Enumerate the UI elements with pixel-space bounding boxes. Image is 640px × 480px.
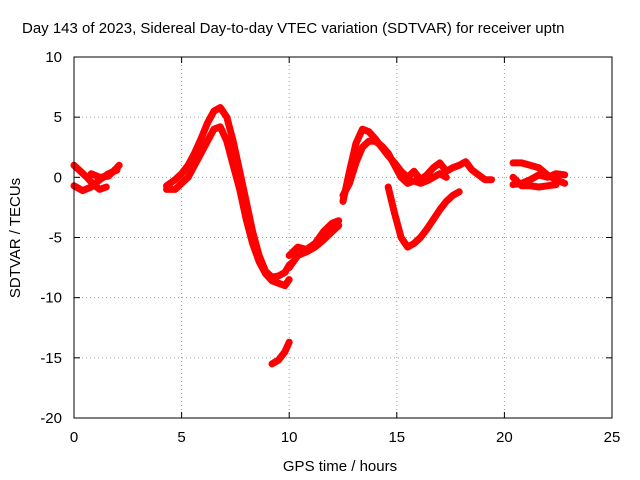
- x-axis-label: GPS time / hours: [283, 458, 397, 475]
- x-tick-label: 15: [388, 429, 405, 446]
- y-tick-label: -15: [40, 350, 62, 367]
- series-pass-3c: [384, 183, 463, 251]
- series-pass-2c: [268, 338, 293, 368]
- x-tick-label: 20: [496, 429, 513, 446]
- y-axis-label: SDTVAR / TECUs: [7, 178, 24, 298]
- series-pass-2b-low: [285, 217, 343, 259]
- series-pass-4-mid: [509, 173, 560, 191]
- series-pass-4: [509, 159, 569, 187]
- y-tick-label: 10: [45, 49, 62, 66]
- series-pass-3b: [339, 137, 450, 199]
- x-tick-label: 0: [70, 429, 78, 446]
- y-tick-label: 5: [54, 109, 62, 126]
- y-tick-label: -20: [40, 410, 62, 427]
- x-tick-label: 25: [604, 429, 621, 446]
- grid: [74, 57, 612, 418]
- y-tick-label: 0: [54, 169, 62, 186]
- chart-title: Day 143 of 2023, Sidereal Day-to-day VTE…: [22, 20, 564, 37]
- axes: [73, 56, 613, 419]
- x-tick-label: 10: [281, 429, 298, 446]
- y-tick-label: -10: [40, 290, 62, 307]
- series-pass-1a: [70, 161, 110, 193]
- y-tick-label: -5: [49, 230, 62, 247]
- x-tick-label: 5: [177, 429, 185, 446]
- series-pass-2-low: [163, 123, 293, 290]
- series-pass-2: [163, 104, 297, 281]
- series-pass-3a: [339, 125, 495, 205]
- data-series: [70, 104, 569, 368]
- tick-labels: 0 5 10 15 20 25 -20 -15 -10 -5 0 5 10: [40, 49, 620, 446]
- series-pass-1c: [87, 161, 123, 181]
